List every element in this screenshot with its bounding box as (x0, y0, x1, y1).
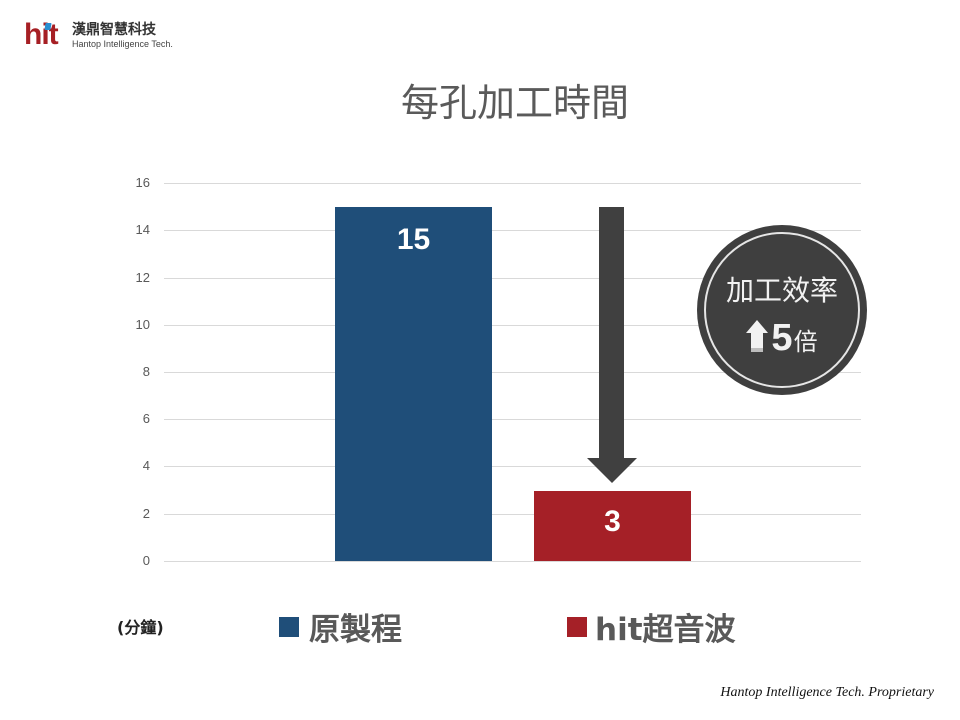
bar-original-process: 15 (335, 207, 492, 561)
logo-company-cn: 漢鼎智慧科技 (72, 22, 156, 38)
legend-swatch-red (567, 617, 587, 637)
bar-value-label: 3 (604, 505, 621, 538)
gridline-12 (164, 278, 861, 279)
y-tick: 6 (142, 411, 150, 426)
badge-ring (704, 232, 860, 388)
efficiency-badge: 加工效率 5倍 (697, 225, 867, 395)
logo-dot-icon (44, 23, 52, 30)
down-arrow-icon (587, 458, 637, 483)
y-tick: 12 (135, 270, 150, 285)
legend-label: 原製程 (309, 612, 402, 648)
legend-label: hit超音波 (595, 612, 736, 648)
bar-hit-ultrasonic: 3 (534, 491, 691, 561)
gridline-6 (164, 419, 861, 420)
gridline-2 (164, 514, 861, 515)
chart-title: 每孔加工時間 (400, 81, 629, 125)
gridline-8 (164, 372, 861, 373)
gridline-14 (164, 230, 861, 231)
logo-mark: hit (24, 18, 59, 51)
up-arrow-icon (746, 320, 769, 354)
gridline-4 (164, 466, 861, 467)
y-tick: 4 (142, 458, 150, 473)
y-tick: 14 (135, 222, 150, 237)
badge-multiplier: 5倍 (697, 319, 867, 357)
gridline-16 (164, 183, 861, 184)
legend-item-original: 原製程 (279, 608, 402, 652)
down-arrow-shaft (599, 207, 624, 459)
y-tick: 10 (135, 317, 150, 332)
y-axis-unit: (分鐘) (117, 618, 164, 637)
gridline-0 (164, 561, 861, 562)
logo-company-en: Hantop Intelligence Tech. (72, 39, 173, 49)
badge-number: 5 (771, 317, 793, 359)
badge-unit: 倍 (793, 328, 818, 356)
bar-value-label: 15 (396, 223, 431, 256)
legend-swatch-blue (279, 617, 299, 637)
y-tick: 8 (142, 364, 150, 379)
gridline-10 (164, 325, 861, 326)
y-tick: 16 (135, 175, 150, 190)
legend-item-hit: hit超音波 (567, 608, 736, 652)
y-tick: 2 (142, 506, 150, 521)
y-tick: 0 (142, 553, 150, 568)
footer-proprietary: Hantop Intelligence Tech. Proprietary (720, 685, 934, 700)
badge-title: 加工效率 (725, 274, 838, 307)
